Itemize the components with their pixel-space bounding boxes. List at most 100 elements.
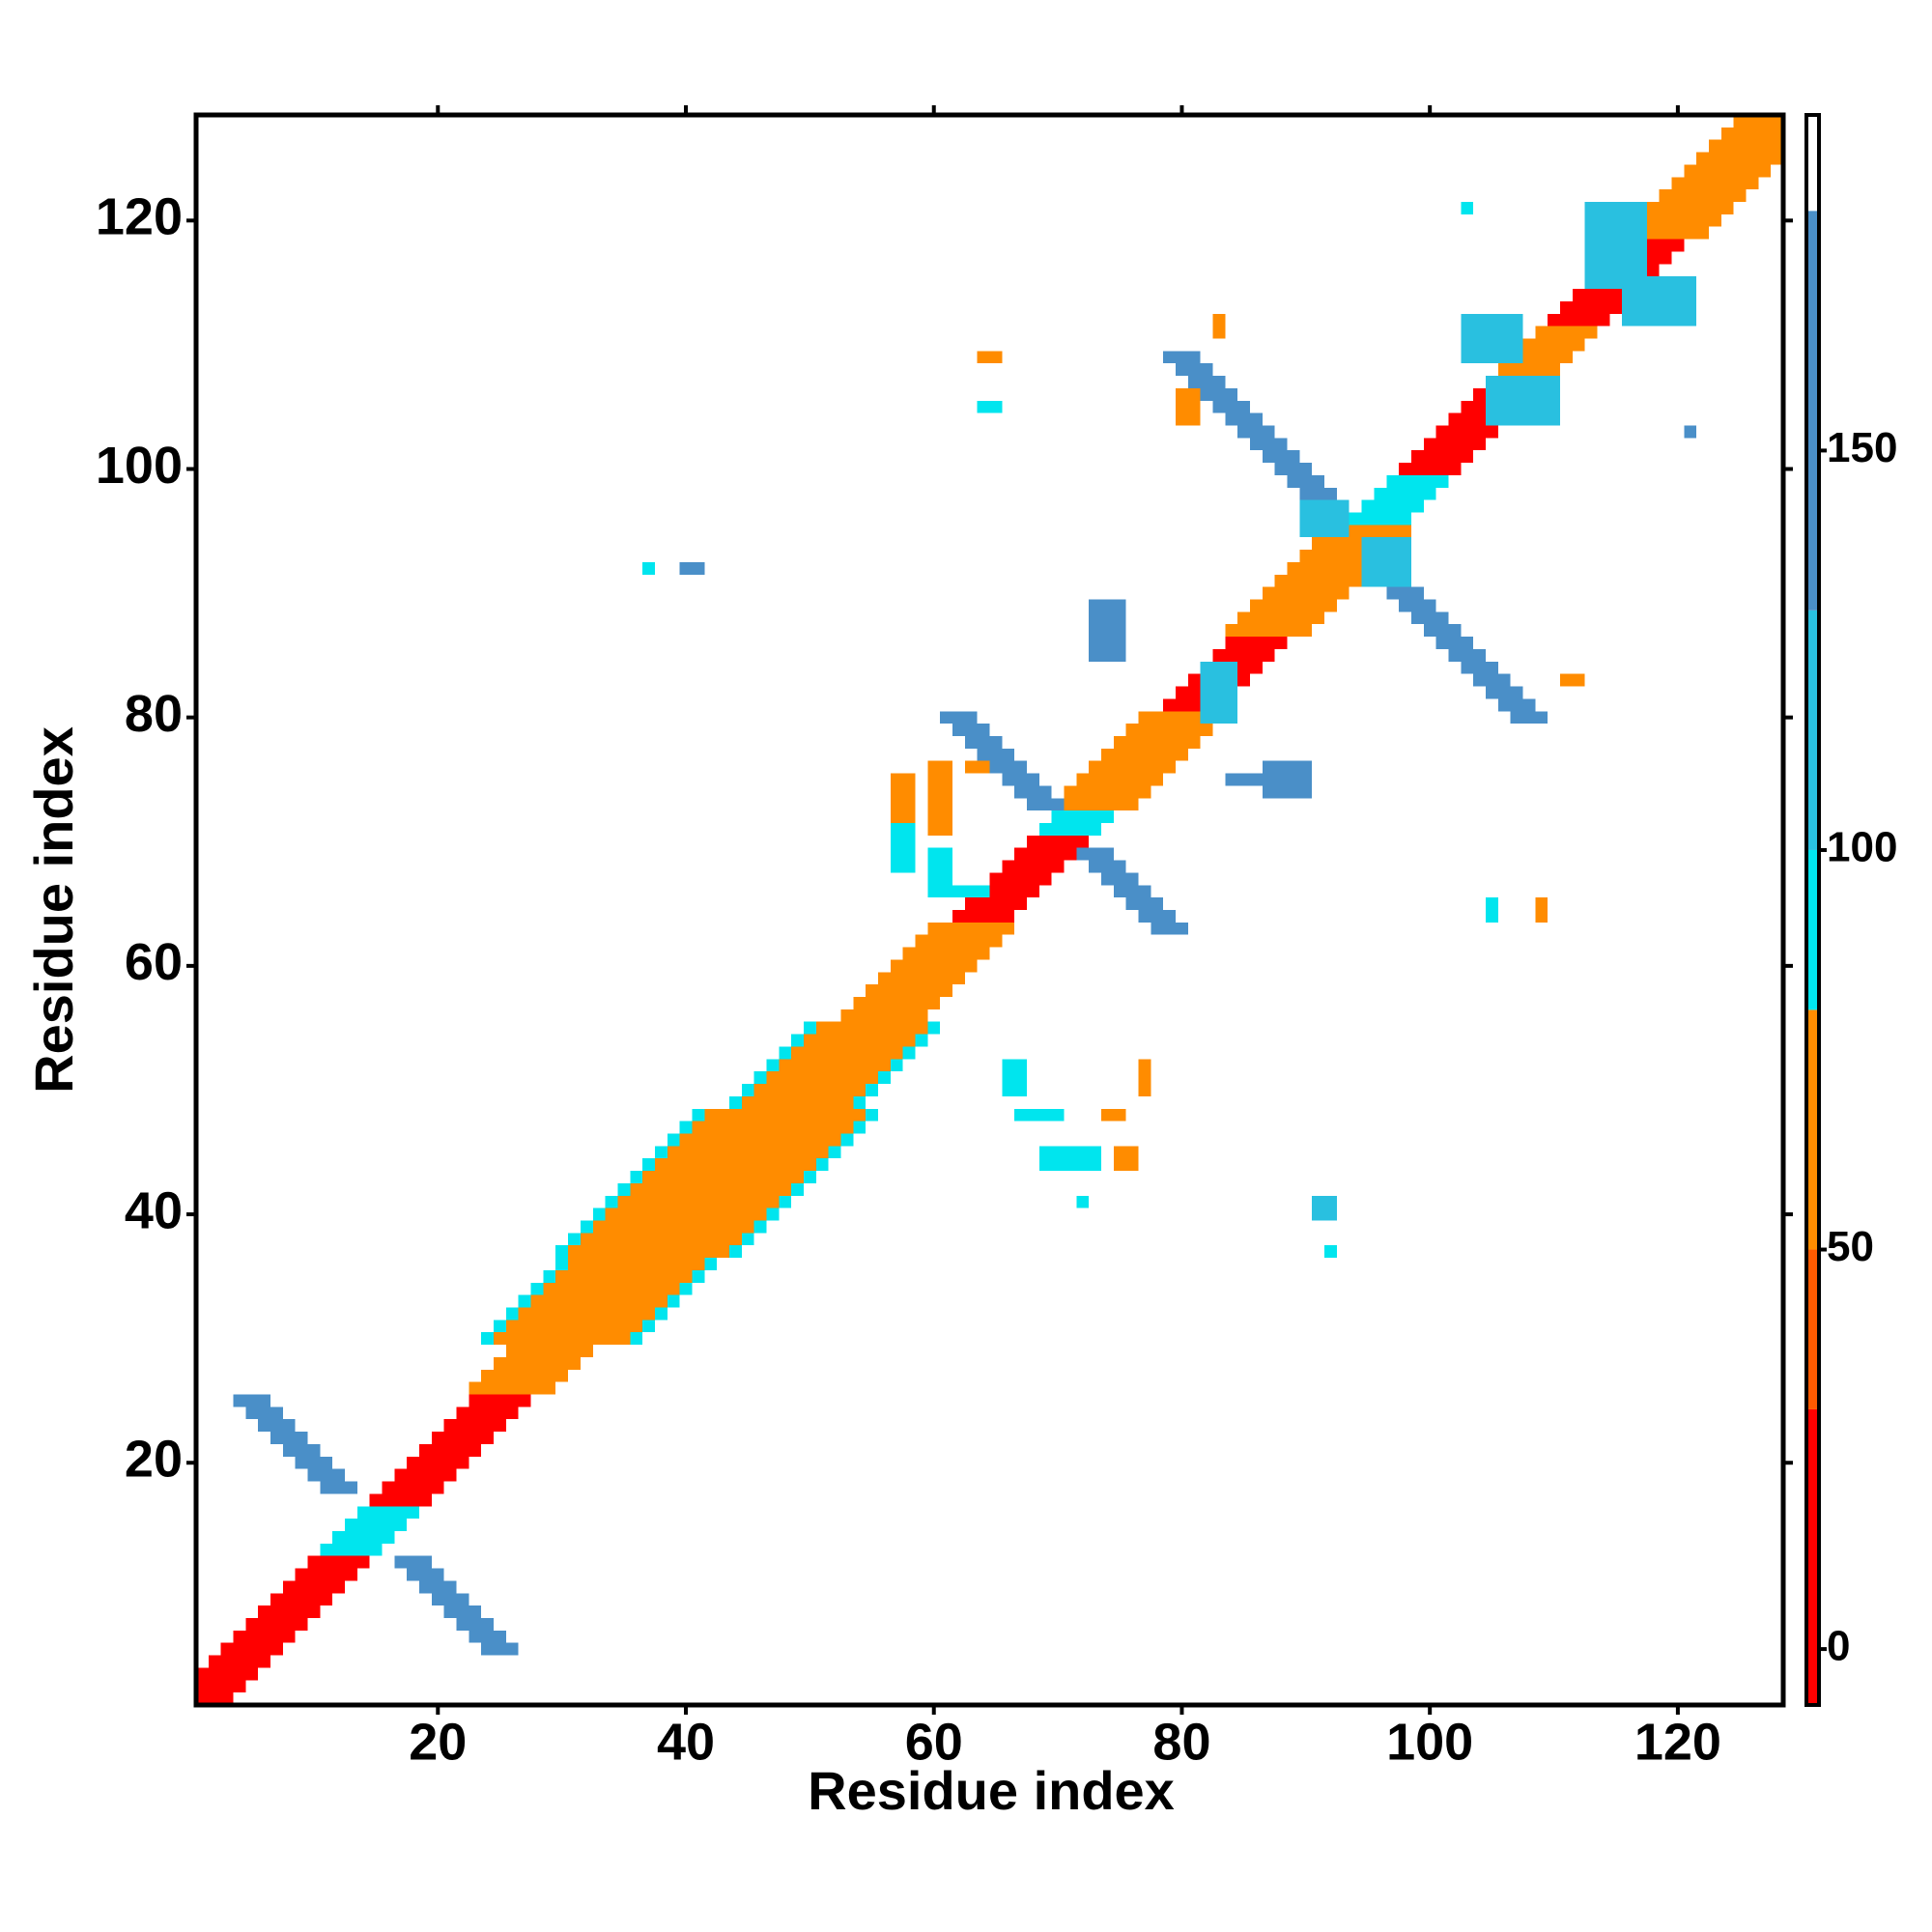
heatmap-cell (679, 561, 705, 575)
heatmap-cell (964, 735, 1003, 749)
heatmap-cell (679, 1133, 841, 1147)
heatmap-cell (1485, 897, 1498, 923)
heatmap-cell (1225, 412, 1263, 426)
heatmap-cell (530, 1294, 668, 1308)
heatmap-cell (1014, 785, 1052, 799)
heatmap-cell (1485, 376, 1560, 426)
heatmap-cell (952, 910, 1015, 923)
heatmap-cell (419, 1580, 457, 1594)
heatmap-cell (964, 897, 1028, 910)
heatmap-cell (1212, 313, 1226, 339)
heatmap-cell (1299, 499, 1350, 538)
heatmap-cell (1535, 326, 1598, 339)
heatmap-cell (1461, 313, 1523, 364)
heatmap-cell (332, 1530, 395, 1544)
heatmap-cell (692, 1121, 854, 1134)
heatmap-cell (1076, 1195, 1090, 1208)
heatmap-cell (1646, 202, 1734, 214)
heatmap-cell (258, 1419, 296, 1433)
heatmap-cell (927, 760, 952, 836)
heatmap-cell (394, 1468, 457, 1482)
heatmap-cell (419, 1443, 482, 1457)
heatmap-cell (1497, 698, 1536, 712)
heatmap-cell (469, 1381, 556, 1395)
heatmap-cell (1274, 463, 1313, 475)
heatmap-cell (270, 1593, 333, 1606)
heatmap-cell (196, 1692, 234, 1705)
heatmap-cell (245, 1617, 308, 1631)
heatmap-cell (1572, 289, 1634, 301)
heatmap-cell (1349, 512, 1411, 526)
heatmap-cell (977, 885, 1039, 898)
heatmap-cell (443, 1605, 482, 1618)
heatmap-cell (1200, 387, 1238, 401)
heatmap-cell (902, 947, 990, 960)
heatmap-cell (1287, 474, 1325, 488)
heatmap-cell (1113, 735, 1201, 749)
heatmap-cell (1435, 637, 1474, 649)
heatmap-cell (977, 748, 1015, 761)
heatmap-cell (1138, 910, 1177, 923)
x-axis-label: Residue index (808, 1760, 1175, 1821)
heatmap-cell (1684, 164, 1772, 178)
heatmap-cell (1622, 276, 1697, 327)
heatmap-cell (431, 1593, 469, 1606)
heatmap-cell (1212, 400, 1251, 413)
heatmap-cell (1720, 127, 1783, 140)
heatmap-cell (617, 1195, 780, 1208)
heatmap-cell (233, 1394, 271, 1407)
heatmap-cell (1361, 537, 1411, 587)
heatmap-cell (456, 1406, 519, 1420)
heatmap-cell (877, 972, 965, 985)
heatmap-cell (1125, 897, 1164, 910)
heatmap-cell (1237, 425, 1275, 439)
heatmap-cell (1002, 1059, 1028, 1096)
heatmap-cell (1250, 599, 1337, 612)
heatmap-cell (282, 1580, 346, 1594)
heatmap-cell (245, 1406, 283, 1420)
heatmap-cell (1151, 922, 1188, 935)
heatmap-cell (1138, 1059, 1151, 1096)
heatmap-cell (642, 561, 655, 575)
heatmap-cell (1200, 661, 1238, 724)
heatmap-cell (196, 1667, 259, 1681)
heatmap-cell (307, 1468, 346, 1482)
heatmap-cell (469, 1630, 506, 1643)
colorbar-frame (1804, 113, 1821, 1707)
heatmap-cell (1113, 1146, 1139, 1172)
heatmap-cell (779, 1059, 891, 1072)
heatmap-cell (481, 1369, 569, 1382)
heatmap-cell (753, 1084, 867, 1096)
heatmap-cell (1225, 637, 1288, 649)
heatmap-cell (1274, 574, 1362, 587)
heatmap-cell (1423, 624, 1462, 638)
heatmap-cell (1089, 760, 1177, 774)
heatmap-cell (1002, 773, 1039, 786)
heatmap-cell (630, 1182, 792, 1196)
heatmap-cell (1386, 474, 1449, 488)
heatmap-cell (1399, 599, 1436, 612)
heatmap-cell (1076, 773, 1164, 786)
heatmap-cell (1101, 1108, 1126, 1122)
y-tick-label: 20 (125, 1431, 183, 1489)
heatmap-cell (1473, 673, 1511, 687)
heatmap-cell (927, 847, 952, 898)
heatmap-cell (1212, 648, 1275, 662)
x-tick-label: 40 (657, 1713, 715, 1771)
heatmap-cell (282, 1443, 321, 1457)
heatmap-cell (654, 1158, 816, 1172)
heatmap-cell (1510, 711, 1548, 724)
heatmap-cell (407, 1456, 469, 1469)
heatmap-cell (407, 1568, 444, 1581)
heatmap-cell (1089, 860, 1126, 873)
heatmap-cell (1262, 586, 1350, 600)
heatmap-cell (1027, 798, 1065, 811)
heatmap-cell (1684, 425, 1697, 439)
heatmap-cell (270, 1432, 308, 1444)
heatmap-cell (1287, 561, 1375, 575)
heatmap-cell (1101, 748, 1188, 761)
heatmap-cell (1225, 624, 1313, 638)
x-tick-label: 120 (1634, 1713, 1721, 1771)
heatmap-cell (803, 1034, 916, 1047)
heatmap-cell (791, 1046, 903, 1060)
